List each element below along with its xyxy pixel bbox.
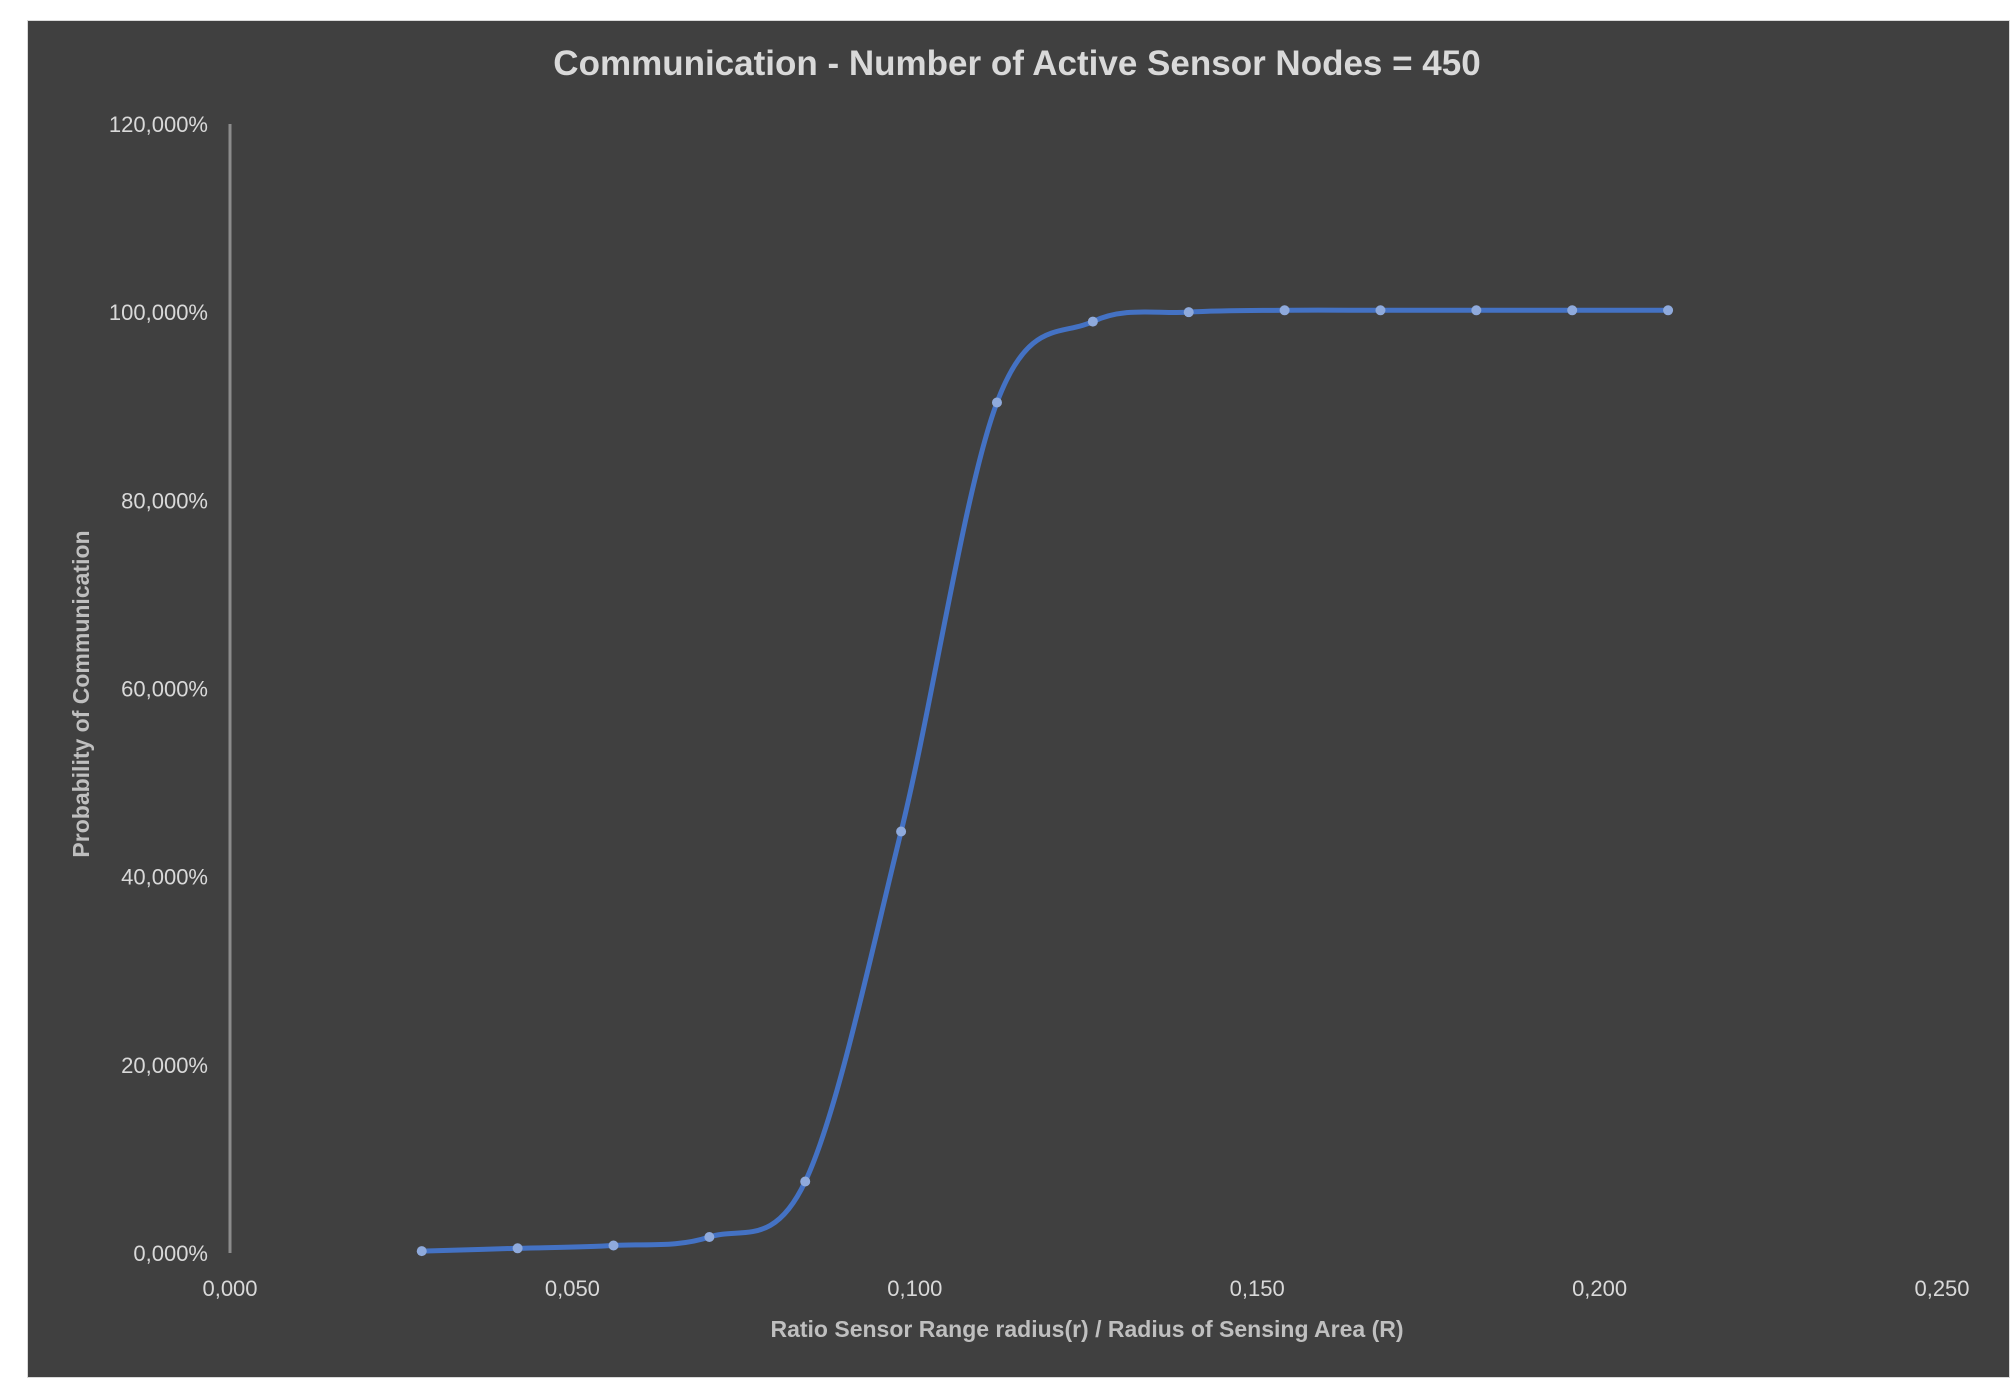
series-line <box>419 307 1671 1254</box>
data-point <box>1663 305 1674 316</box>
data-point <box>1087 316 1098 327</box>
y-tick-label: 40,000% <box>121 865 208 890</box>
data-point <box>608 1240 619 1251</box>
x-axis-ticks: 0,000 0,050 0,100 0,150 0,200 0,250 <box>202 1276 1969 1301</box>
y-tick-label: 0,000% <box>133 1241 208 1266</box>
y-tick-label: 20,000% <box>121 1053 208 1078</box>
y-tick-label: 120,000% <box>109 112 208 137</box>
data-point <box>512 1243 523 1254</box>
data-point <box>1471 305 1482 316</box>
x-tick-label: 0,200 <box>1572 1276 1627 1301</box>
data-point <box>1567 305 1578 316</box>
data-point <box>416 1246 427 1257</box>
series-markers <box>416 305 1674 1257</box>
chart-frame <box>27 20 2010 1378</box>
x-tick-label: 0,150 <box>1230 1276 1285 1301</box>
y-tick-label: 100,000% <box>109 300 208 325</box>
data-point <box>704 1232 715 1243</box>
data-point <box>800 1176 811 1187</box>
x-tick-label: 0,100 <box>887 1276 942 1301</box>
x-tick-label: 0,250 <box>1914 1276 1969 1301</box>
x-tick-label: 0,000 <box>202 1276 257 1301</box>
y-axis-label: Probability of Communication <box>68 530 94 857</box>
y-axis-ticks: 0,000% 20,000% 40,000% 60,000% 80,000% 100,00… <box>109 112 208 1266</box>
data-point <box>1279 305 1290 316</box>
data-point <box>1375 305 1386 316</box>
y-tick-label: 80,000% <box>121 488 208 513</box>
chart-title: Communication - Number of Active Sensor … <box>553 44 1480 83</box>
x-tick-label: 0,050 <box>545 1276 600 1301</box>
data-point <box>1183 307 1194 318</box>
data-point <box>991 397 1002 408</box>
data-point <box>896 826 907 837</box>
x-axis-label: Ratio Sensor Range radius(r) / Radius of… <box>770 1316 1403 1342</box>
y-tick-label: 60,000% <box>121 677 208 702</box>
